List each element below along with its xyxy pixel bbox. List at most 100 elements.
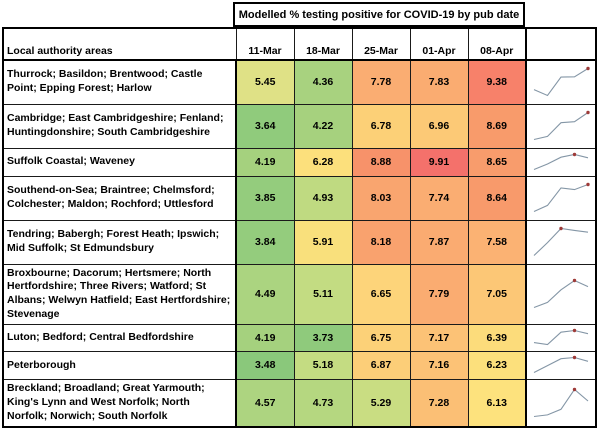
sparkline-line — [533, 112, 589, 141]
value-cell[interactable]: 6.65 — [351, 263, 411, 325]
value-cell[interactable]: 4.19 — [235, 323, 295, 352]
value-cell[interactable]: 7.74 — [409, 175, 469, 221]
value-cell[interactable]: 6.13 — [467, 378, 527, 428]
column-header-sparkline[interactable] — [525, 27, 597, 61]
sparkline-cell[interactable] — [525, 175, 597, 221]
sparkline-line — [533, 388, 589, 417]
sparkline-cell[interactable] — [525, 147, 597, 177]
value-cell[interactable]: 8.64 — [467, 175, 527, 221]
value-cell[interactable]: 3.73 — [293, 323, 353, 352]
table-body: Thurrock; Basildon; Brentwood; Castle Po… — [2, 59, 597, 428]
value-cell[interactable]: 3.84 — [235, 219, 295, 265]
area-cell[interactable]: Cambridge; East Cambridgeshire; Fenland;… — [2, 103, 237, 149]
value-cell[interactable]: 6.75 — [351, 323, 411, 352]
area-cell[interactable]: Suffolk Coastal; Waveney — [2, 147, 237, 177]
sparkline-high-marker — [572, 279, 577, 283]
value-cell[interactable]: 6.39 — [467, 323, 527, 352]
value-cell[interactable]: 5.29 — [351, 378, 411, 428]
sparkline-high-marker — [559, 226, 563, 231]
column-header-areas[interactable]: Local authority areas — [2, 27, 237, 61]
value-cell[interactable]: 4.93 — [293, 175, 353, 221]
sparkline-high-marker — [572, 152, 577, 157]
covid-positivity-table: Local authority areas 11-Mar 18-Mar 25-Mar… — [2, 27, 597, 428]
value-cell[interactable]: 4.73 — [293, 378, 353, 428]
sparkline-chart — [533, 356, 589, 374]
sparkline-chart — [533, 226, 589, 256]
sparkline-high-marker — [586, 110, 590, 115]
table-row: Luton; Bedford; Central Bedfordshire 4.1… — [2, 323, 597, 352]
sparkline-cell[interactable] — [525, 323, 597, 352]
value-cell[interactable]: 5.11 — [293, 263, 353, 325]
sparkline-chart — [533, 182, 590, 213]
value-cell[interactable]: 4.49 — [235, 263, 295, 325]
value-cell[interactable]: 9.91 — [409, 147, 469, 177]
sparkline-cell[interactable] — [525, 263, 597, 325]
value-cell[interactable]: 7.58 — [467, 219, 527, 265]
sparkline-cell[interactable] — [525, 378, 597, 428]
value-cell[interactable]: 7.05 — [467, 263, 527, 325]
value-cell[interactable]: 9.38 — [467, 59, 527, 105]
value-cell[interactable]: 7.83 — [409, 59, 469, 105]
sparkline-line — [533, 68, 589, 97]
value-cell[interactable]: 7.79 — [409, 263, 469, 325]
value-cell[interactable]: 3.48 — [235, 350, 295, 380]
value-cell[interactable]: 7.78 — [351, 59, 411, 105]
table-title: Modelled % testing positive for COVID-19… — [233, 2, 525, 27]
table-row: Broxbourne; Dacorum; Hertsmere; North He… — [2, 263, 597, 325]
value-cell[interactable]: 8.03 — [351, 175, 411, 221]
area-cell[interactable]: Luton; Bedford; Central Bedfordshire — [2, 323, 237, 352]
sparkline-line — [533, 357, 589, 374]
area-cell[interactable]: Broxbourne; Dacorum; Hertsmere; North He… — [2, 263, 237, 325]
value-cell[interactable]: 8.69 — [467, 103, 527, 149]
sparkline-line — [533, 153, 589, 171]
column-header-date[interactable]: 08-Apr — [467, 27, 527, 61]
area-cell[interactable]: Thurrock; Basildon; Brentwood; Castle Po… — [2, 59, 237, 105]
value-cell[interactable]: 4.57 — [235, 378, 295, 428]
value-cell[interactable]: 8.88 — [351, 147, 411, 177]
table-row: Peterborough 3.48 5.18 6.87 7.16 6.23 — [2, 350, 597, 380]
value-cell[interactable]: 5.45 — [235, 59, 295, 105]
value-cell[interactable]: 8.65 — [467, 147, 527, 177]
value-cell[interactable]: 4.22 — [293, 103, 353, 149]
sparkline-chart — [533, 110, 590, 141]
sparkline-cell[interactable] — [525, 350, 597, 380]
sparkline-high-marker — [586, 67, 590, 71]
header-row: Local authority areas 11-Mar 18-Mar 25-Mar… — [2, 27, 597, 61]
sparkline-cell[interactable] — [525, 219, 597, 265]
value-cell[interactable]: 3.64 — [235, 103, 295, 149]
sparkline-cell[interactable] — [525, 103, 597, 149]
value-cell[interactable]: 7.16 — [409, 350, 469, 380]
value-cell[interactable]: 5.91 — [293, 219, 353, 265]
value-cell[interactable]: 6.28 — [293, 147, 353, 177]
value-cell[interactable]: 6.96 — [409, 103, 469, 149]
value-cell[interactable]: 7.17 — [409, 323, 469, 352]
area-cell[interactable]: Breckland; Broadland; Great Yarmouth; Ki… — [2, 378, 237, 428]
column-header-date[interactable]: 25-Mar — [351, 27, 411, 61]
value-cell[interactable]: 7.87 — [409, 219, 469, 265]
sparkline-cell[interactable] — [525, 59, 597, 105]
value-cell[interactable]: 6.23 — [467, 350, 527, 380]
table-row: Cambridge; East Cambridgeshire; Fenland;… — [2, 103, 597, 149]
value-cell[interactable]: 4.36 — [293, 59, 353, 105]
table-row: Tendring; Babergh; Forest Heath; Ipswich… — [2, 219, 597, 265]
area-cell[interactable]: Southend-on-Sea; Braintree; Chelmsford; … — [2, 175, 237, 221]
value-cell[interactable]: 6.87 — [351, 350, 411, 380]
sparkline-high-marker — [572, 387, 577, 391]
value-cell[interactable]: 8.18 — [351, 219, 411, 265]
sparkline-line — [533, 227, 589, 256]
column-header-date[interactable]: 11-Mar — [235, 27, 295, 61]
sparkline-high-marker — [572, 356, 577, 360]
table-row: Suffolk Coastal; Waveney 4.19 6.28 8.88 … — [2, 147, 597, 177]
value-cell[interactable]: 7.28 — [409, 378, 469, 428]
column-header-date[interactable]: 01-Apr — [409, 27, 469, 61]
value-cell[interactable]: 4.19 — [235, 147, 295, 177]
area-cell[interactable]: Tendring; Babergh; Forest Heath; Ipswich… — [2, 219, 237, 265]
table-row: Thurrock; Basildon; Brentwood; Castle Po… — [2, 59, 597, 105]
area-cell[interactable]: Peterborough — [2, 350, 237, 380]
value-cell[interactable]: 5.18 — [293, 350, 353, 380]
value-cell[interactable]: 6.78 — [351, 103, 411, 149]
sparkline-chart — [533, 152, 589, 171]
value-cell[interactable]: 3.85 — [235, 175, 295, 221]
sparkline-chart — [533, 387, 589, 417]
column-header-date[interactable]: 18-Mar — [293, 27, 353, 61]
